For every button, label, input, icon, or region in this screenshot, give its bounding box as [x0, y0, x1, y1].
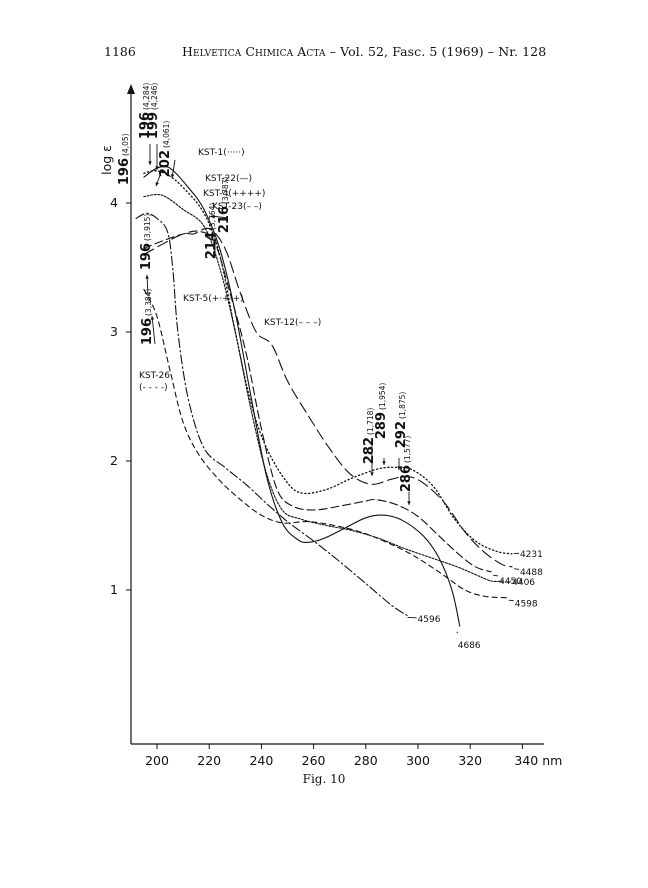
figure-caption: Fig. 10 [302, 772, 346, 786]
peak-log-eps: (3,384) [144, 289, 153, 316]
arrow-head [145, 275, 149, 279]
series-line-5 [135, 212, 409, 617]
arrow-head [170, 174, 175, 178]
series-line-6 [143, 288, 508, 599]
arrow-head [211, 214, 215, 219]
peak-log-eps: (1,954) [378, 383, 387, 410]
peak-annotation: 214(3,764) [204, 203, 219, 260]
series-end-leader [513, 568, 520, 570]
running-title: Helvetica Chimica Acta – Vol. 52, Fasc. … [182, 44, 546, 59]
peak-log-eps: (1,577) [403, 436, 412, 463]
x-tick-label: 320 [458, 753, 482, 768]
series-end-label: 4488 [520, 568, 543, 578]
peak-annotation: 292 (1,875) [394, 392, 409, 449]
page-number: 1186 [104, 44, 136, 59]
x-tick-label: 260 [302, 753, 326, 768]
peak-log-eps: (4,061) [162, 121, 171, 148]
arrow-head [148, 161, 152, 165]
peak-wavelength: 214 [204, 232, 219, 259]
peak-log-eps: (1,718) [366, 408, 375, 435]
arrow-head [213, 238, 217, 242]
series-end-label: 4686 [458, 641, 481, 651]
legend-label-kst4: KST-4(++++) [203, 189, 265, 199]
x-tick-label: 340 nm [514, 753, 562, 768]
series-line-1 [143, 165, 461, 627]
series-end-label: 4596 [418, 615, 441, 625]
series-line-4 [143, 227, 513, 568]
peak-annotation: 199 (4,246) [146, 83, 161, 140]
peak-annotation: 196 (3,915) [139, 214, 154, 271]
x-tick-label: 240 [249, 753, 273, 768]
peak-wavelength: 282 [362, 437, 377, 464]
peak-wavelength: 289 [374, 412, 389, 439]
series-end-label: 4598 [515, 600, 538, 610]
peak-annotation: 286 (1,577) [399, 436, 414, 493]
legend-label-kst23: KST-23(– –) [212, 202, 262, 212]
peak-log-eps: (1,875) [398, 392, 407, 419]
peak-annotation: 196 (3,384) [140, 289, 155, 346]
series-line-3 [143, 230, 492, 573]
peak-annotation: 216 (3,787) [217, 177, 232, 234]
peak-log-eps: (4,05) [121, 133, 130, 156]
peak-annotation: 282 (1,718) [362, 408, 377, 465]
arrow-head [407, 501, 411, 505]
peak-annotation: 196 (4,05) [117, 133, 132, 185]
arrow-head [370, 472, 374, 476]
peak-log-eps: (4,284) [142, 83, 151, 110]
x-tick-label: 300 [406, 753, 430, 768]
peak-wavelength: 216 [217, 206, 232, 233]
arrow-head [155, 182, 159, 186]
peak-annotation: 196 (4,284) [138, 83, 153, 140]
series-end-label: 4231 [520, 550, 543, 560]
peak-wavelength: 196 [117, 158, 132, 185]
chart-axes: log ε 200 220 240 260 280 300 320 340 nm 1 2 3 4 [99, 84, 562, 768]
peak-annotation: 289 (1,954) [374, 383, 389, 440]
journal-issue: – Vol. 52, Fasc. 5 (1969) – Nr. 128 [325, 44, 547, 59]
peak-wavelength: 196 [139, 243, 154, 270]
y-axis-label: log ε [99, 145, 114, 175]
peak-wavelength: 199 [146, 112, 161, 139]
x-tick-label: 220 [197, 753, 221, 768]
series-line-0 [143, 170, 513, 555]
page-header: 1186 Helvetica Chimica Acta – Vol. 52, F… [0, 44, 648, 64]
legend-label-kst22: KST-22(—) [205, 174, 252, 184]
peak-wavelength: 196 [140, 318, 155, 345]
arrow-head [155, 166, 159, 170]
legend-label-kst5: KST-5(+·+·+) [183, 294, 244, 304]
peak-wavelength: 202 [158, 150, 173, 177]
legend-label-kst1: KST-1(·····) [198, 148, 245, 158]
y-tick-label: 1 [110, 582, 118, 597]
x-tick-label: 200 [145, 753, 169, 768]
legend-label-kst26a: KST-26 [139, 371, 170, 381]
arrow-head [150, 316, 155, 320]
y-tick-label: 4 [110, 195, 118, 210]
arrow-head [382, 461, 386, 465]
peak-log-eps: (3,915) [143, 214, 152, 241]
legend-label-kst12: KST-12(– – –) [264, 318, 321, 328]
peak-wavelength: 286 [399, 465, 414, 492]
pointer-arrow [151, 315, 156, 345]
peak-log-eps: (4,246) [150, 83, 159, 110]
series-end-leader [456, 631, 459, 634]
legend-label-kst26b: (- - - -) [139, 383, 168, 393]
y-axis-arrow [127, 84, 135, 94]
peak-wavelength: 196 [138, 112, 153, 139]
peak-log-eps: (3,787) [221, 177, 230, 204]
x-tick-label: 280 [354, 753, 378, 768]
arrow-head [397, 466, 401, 470]
chart-series [135, 165, 513, 627]
y-tick-label: 2 [110, 453, 118, 468]
series-end-leader [508, 599, 514, 602]
journal-name: Helvetica Chimica Acta [182, 44, 326, 59]
series-end-label: 4450 [499, 577, 522, 587]
peak-wavelength: 292 [394, 421, 409, 448]
series-line-2 [143, 193, 505, 582]
series-end-label: 4406 [512, 578, 535, 588]
y-tick-label: 3 [110, 324, 118, 339]
series-end-leader [493, 574, 499, 577]
